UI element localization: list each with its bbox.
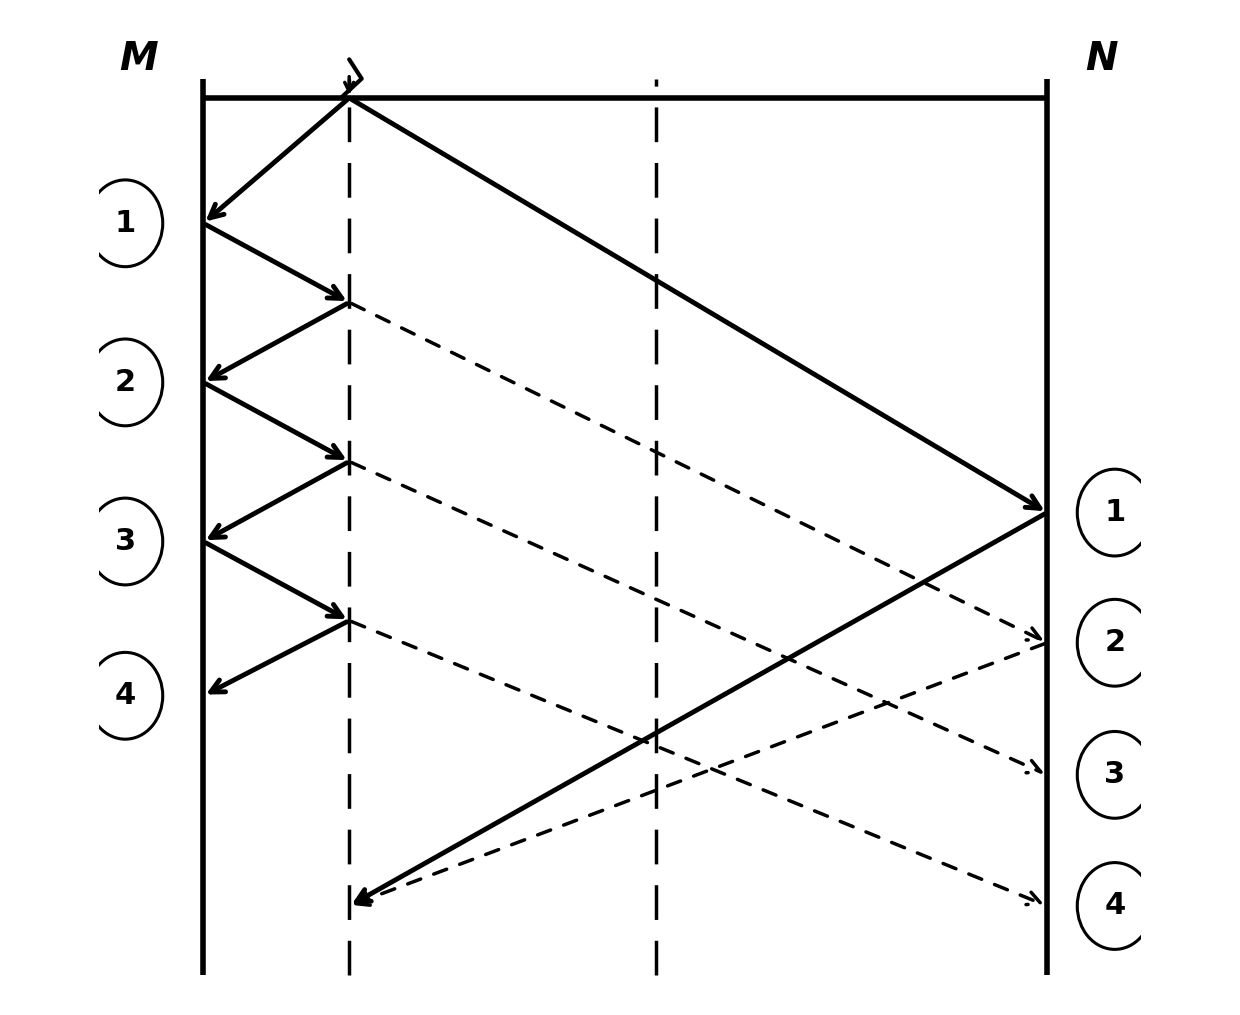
Text: N: N (1085, 41, 1117, 78)
Text: 2: 2 (1104, 628, 1126, 658)
Text: 2: 2 (114, 367, 136, 397)
Text: 3: 3 (1104, 760, 1126, 790)
Text: M: M (119, 41, 157, 78)
Text: 1: 1 (114, 209, 136, 238)
Text: 4: 4 (114, 681, 136, 710)
Text: 1: 1 (1104, 498, 1126, 527)
Text: 3: 3 (114, 527, 136, 556)
Text: 4: 4 (1104, 891, 1126, 921)
